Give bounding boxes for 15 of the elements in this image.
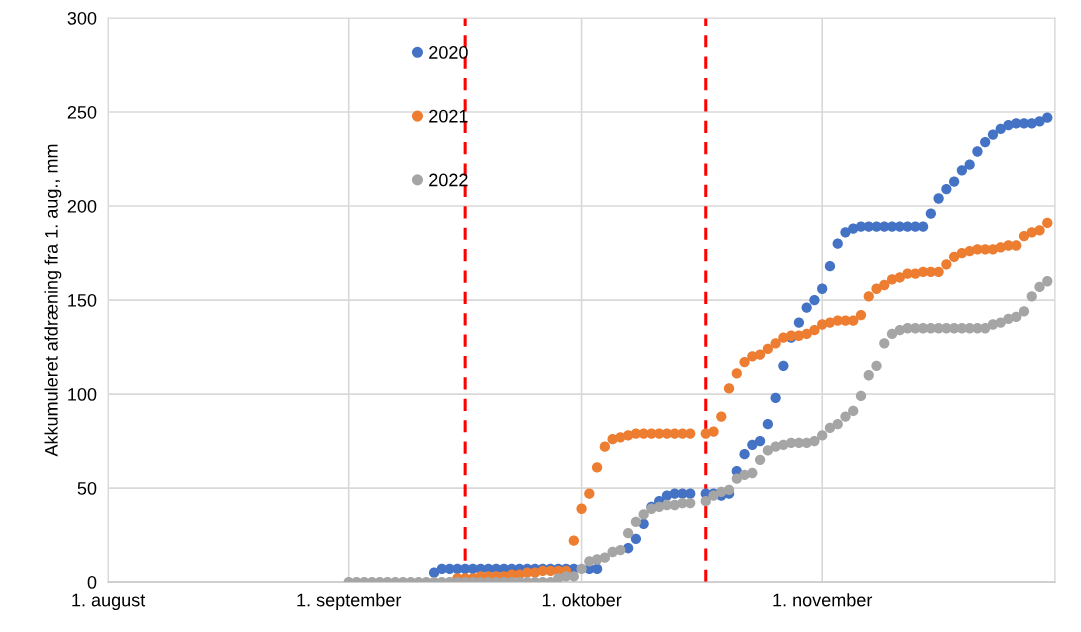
legend-label: 2020 <box>429 46 468 59</box>
x-tick-label: 1. oktober <box>542 593 622 607</box>
legend-label: 2022 <box>429 173 468 187</box>
y-tick-label: 50 <box>77 482 97 495</box>
y-tick-label: 100 <box>68 387 97 401</box>
x-tick-label: 1. september <box>297 593 402 611</box>
y-tick-label: 150 <box>68 293 97 307</box>
y-axis-title: Akkumuleret afdræning fra 1. aug., mm <box>44 144 62 457</box>
x-tick-label: 1. november <box>773 593 873 607</box>
y-tick-label: 200 <box>67 199 97 213</box>
y-tick-label: 250 <box>67 105 97 119</box>
legend-label: 2021 <box>429 109 468 123</box>
y-tick-label: 0 <box>87 576 97 589</box>
x-tick-label: 1. august <box>72 593 146 611</box>
y-tick-label: 300 <box>67 11 97 25</box>
